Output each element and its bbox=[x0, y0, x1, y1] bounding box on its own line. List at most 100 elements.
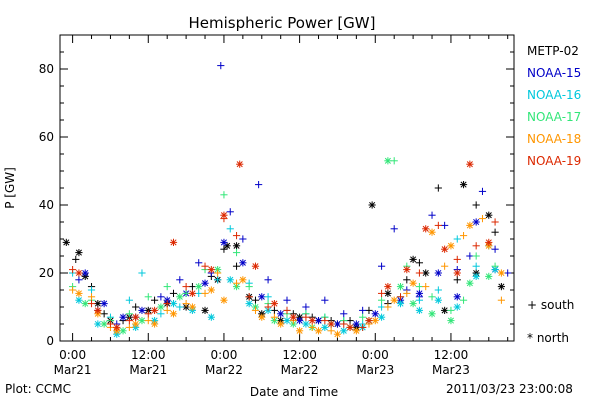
point-noaa-17-north bbox=[396, 283, 405, 291]
point-metp-02-south bbox=[270, 306, 278, 314]
point-noaa-16-south bbox=[195, 289, 203, 297]
point-noaa-19-north bbox=[365, 317, 373, 325]
point-noaa-16-north bbox=[169, 300, 178, 308]
point-noaa-19-north bbox=[289, 313, 297, 321]
point-noaa-19-south bbox=[182, 283, 190, 291]
point-noaa-19-north bbox=[94, 306, 102, 314]
point-noaa-15-north bbox=[296, 317, 304, 325]
point-noaa-16-north bbox=[434, 296, 442, 304]
point-noaa-17-south bbox=[245, 283, 253, 291]
point-metp-02-south bbox=[220, 245, 228, 253]
point-noaa-15-south bbox=[157, 293, 165, 301]
y-tick-label: 60 bbox=[39, 130, 54, 144]
point-noaa-18-south bbox=[459, 232, 468, 240]
point-noaa-19-south bbox=[69, 266, 77, 274]
point-noaa-19-south bbox=[472, 242, 480, 250]
point-noaa-15-north bbox=[415, 289, 424, 297]
point-metp-02-south bbox=[150, 296, 159, 304]
point-noaa-15-south bbox=[264, 276, 272, 284]
point-metp-02-north bbox=[232, 242, 241, 250]
point-metp-02-north bbox=[441, 306, 449, 314]
point-noaa-15-north bbox=[258, 293, 266, 301]
point-metp-02-south bbox=[403, 276, 411, 284]
legend-south-marker: + south bbox=[527, 298, 575, 312]
point-noaa-19-north bbox=[422, 225, 430, 233]
point-noaa-17-north bbox=[138, 317, 146, 325]
point-noaa-17-north bbox=[466, 279, 474, 287]
point-noaa-19-south bbox=[87, 300, 96, 308]
point-noaa-19-north bbox=[441, 245, 449, 253]
point-noaa-18-south bbox=[478, 215, 487, 223]
point-noaa-17-south bbox=[472, 252, 480, 260]
point-noaa-16-south bbox=[157, 310, 165, 318]
axes: 0204060800:00Mar2112:00Mar210:00Mar2212:… bbox=[39, 34, 514, 377]
point-noaa-15-north bbox=[138, 306, 146, 314]
point-noaa-18-south bbox=[87, 293, 96, 301]
point-noaa-17-north bbox=[428, 310, 436, 318]
point-noaa-15-south bbox=[195, 259, 203, 267]
point-metp-02-north bbox=[75, 249, 83, 257]
plot-frame bbox=[59, 34, 515, 342]
point-metp-02-south bbox=[232, 262, 241, 270]
point-noaa-18-north bbox=[428, 228, 436, 236]
point-noaa-16-north bbox=[321, 323, 329, 331]
point-noaa-19-south bbox=[245, 293, 253, 301]
point-noaa-15-south bbox=[340, 310, 348, 318]
point-noaa-18-north bbox=[277, 320, 285, 328]
point-noaa-17-south bbox=[232, 249, 241, 257]
point-noaa-15-south bbox=[75, 276, 83, 284]
point-noaa-18-north bbox=[258, 313, 266, 321]
point-metp-02-north bbox=[94, 300, 102, 308]
x-tick-label-date: Mar22 bbox=[205, 363, 243, 377]
legend-north-marker: * north bbox=[527, 331, 570, 345]
point-noaa-17-north bbox=[100, 320, 108, 328]
point-noaa-17-south bbox=[491, 262, 499, 270]
point-noaa-17-south bbox=[163, 283, 171, 291]
y-tick-label: 40 bbox=[39, 198, 54, 212]
point-noaa-15-south bbox=[377, 262, 386, 270]
x-tick-label-time: 0:00 bbox=[362, 348, 389, 362]
data-points bbox=[62, 62, 512, 338]
point-noaa-19-north bbox=[207, 266, 215, 274]
point-noaa-19-north bbox=[270, 300, 278, 308]
point-noaa-19-south bbox=[434, 221, 442, 229]
point-noaa-17-south bbox=[359, 313, 367, 321]
point-noaa-19-south bbox=[453, 255, 461, 263]
point-noaa-15-south bbox=[390, 225, 398, 233]
point-noaa-17-north bbox=[195, 283, 203, 291]
point-noaa-19-north bbox=[169, 238, 178, 246]
point-noaa-18-south bbox=[182, 300, 190, 308]
point-noaa-18-south bbox=[125, 323, 133, 331]
point-noaa-19-south bbox=[302, 313, 310, 321]
point-noaa-18-north bbox=[150, 320, 159, 328]
legend-entry-noaa-18: NOAA-18 bbox=[527, 132, 582, 146]
point-noaa-19-south bbox=[163, 300, 171, 308]
point-noaa-18-north bbox=[333, 330, 342, 338]
point-noaa-19-south bbox=[491, 218, 499, 226]
point-metp-02-south bbox=[188, 283, 197, 291]
point-noaa-15-north bbox=[314, 317, 323, 325]
point-noaa-15-south bbox=[239, 235, 247, 243]
point-noaa-18-north bbox=[390, 296, 398, 304]
point-noaa-16-south bbox=[214, 276, 222, 284]
point-noaa-18-north bbox=[296, 327, 304, 335]
point-noaa-15-south bbox=[217, 62, 225, 70]
x-tick-label-time: 0:00 bbox=[59, 348, 86, 362]
point-noaa-18-north bbox=[466, 221, 474, 229]
point-metp-02-north bbox=[368, 201, 376, 209]
x-tick-label-date: Mar23 bbox=[356, 363, 394, 377]
point-metp-02-north bbox=[485, 211, 493, 219]
point-noaa-17-north bbox=[384, 157, 392, 165]
x-tick-label-date: Mar23 bbox=[432, 363, 470, 377]
point-noaa-16-north bbox=[396, 300, 405, 308]
point-noaa-18-north bbox=[207, 286, 215, 294]
point-noaa-19-north bbox=[466, 160, 474, 168]
point-noaa-19-north bbox=[75, 269, 83, 277]
x-tick-label-time: 12:00 bbox=[131, 348, 166, 362]
point-noaa-15-south bbox=[466, 252, 474, 260]
chart-title: Hemispheric Power [GW] bbox=[189, 14, 376, 32]
point-noaa-15-south bbox=[283, 296, 291, 304]
point-noaa-18-south bbox=[327, 327, 335, 335]
y-tick-label: 20 bbox=[39, 266, 54, 280]
point-noaa-15-south bbox=[176, 276, 184, 284]
